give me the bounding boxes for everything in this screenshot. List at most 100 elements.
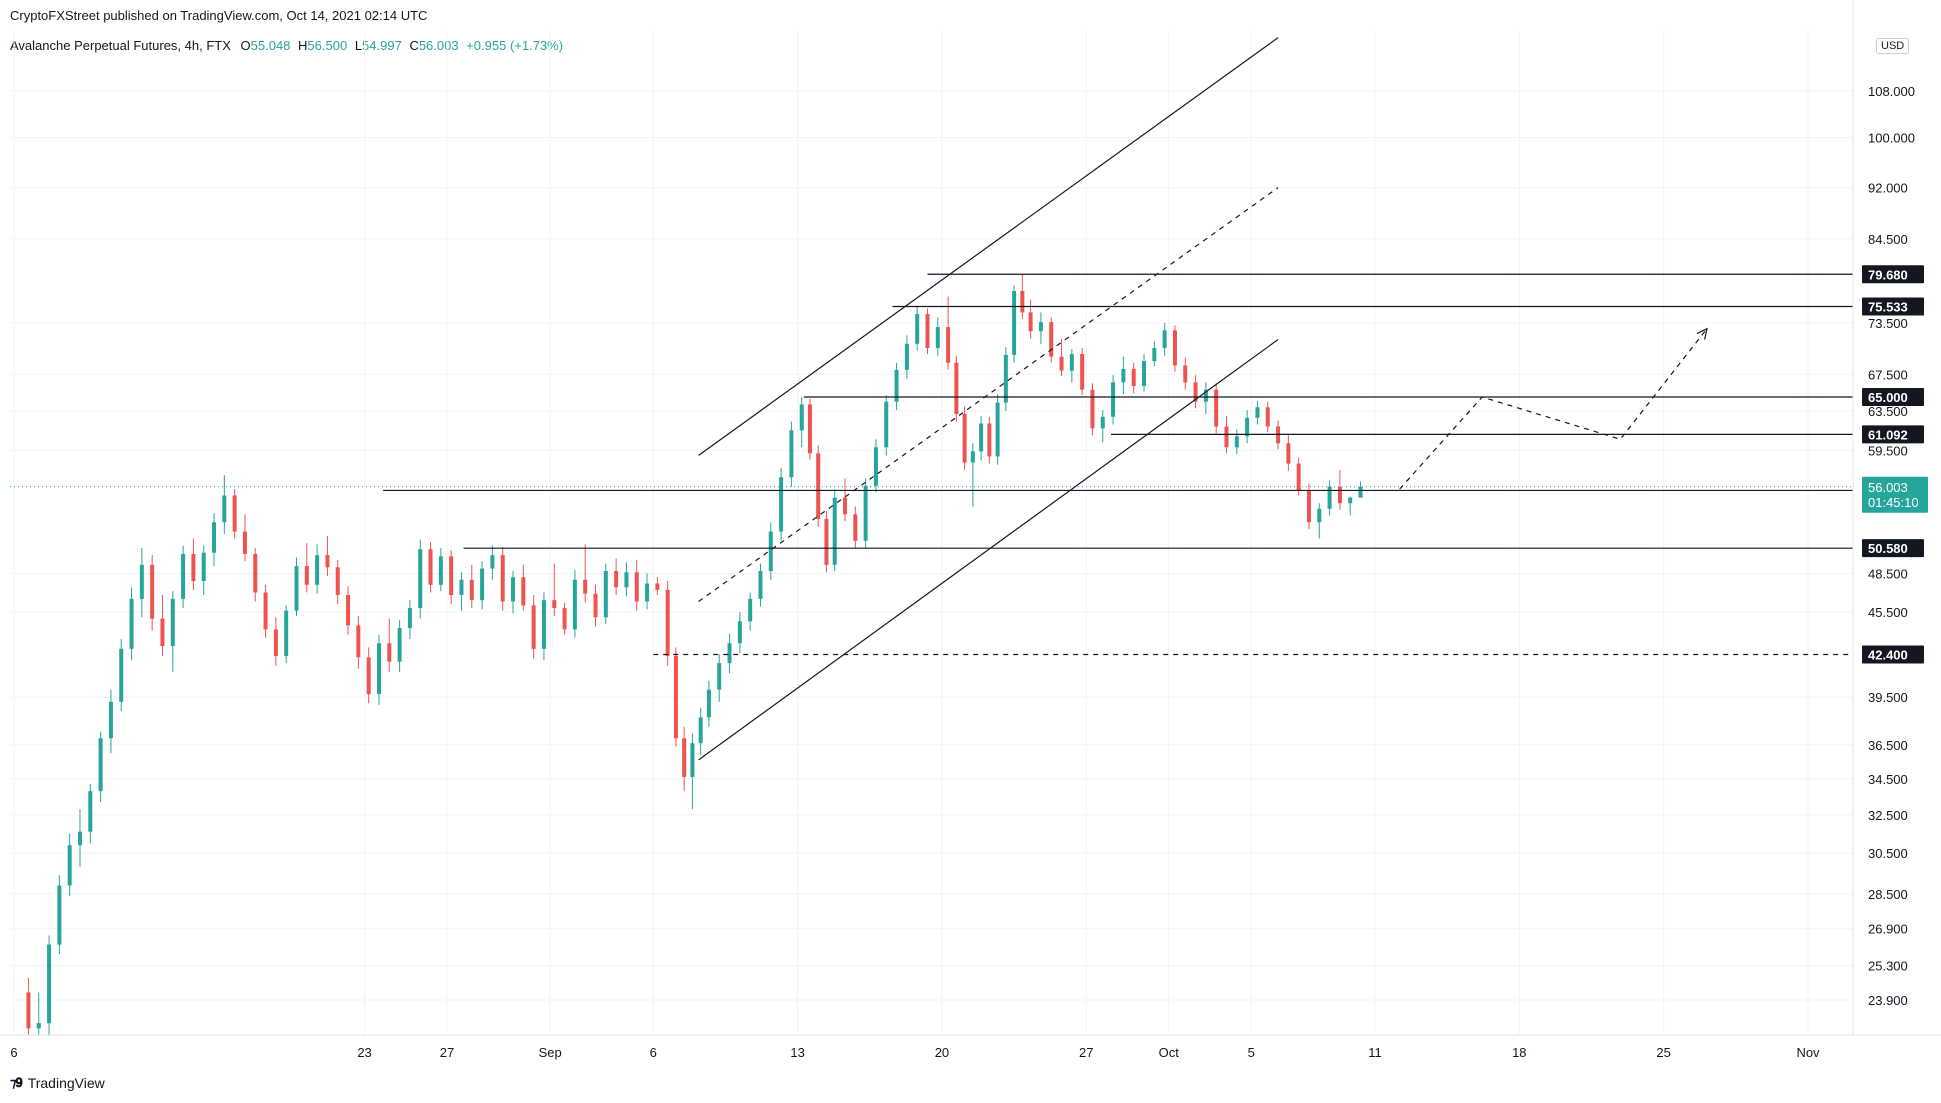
close-label: C	[409, 38, 419, 53]
candle	[583, 544, 588, 603]
candle	[181, 545, 186, 609]
level-tag-box	[1862, 645, 1924, 664]
candle	[376, 634, 381, 705]
candle-body	[222, 495, 227, 523]
candle-body	[665, 589, 670, 656]
level-tag-label: 65.000	[1868, 390, 1908, 405]
candle	[1003, 347, 1008, 412]
candle-body	[737, 621, 742, 644]
candle	[624, 562, 629, 597]
candle-body	[469, 579, 474, 601]
low-label: L	[354, 38, 363, 53]
candle-body	[242, 531, 247, 554]
candle-body	[863, 485, 868, 541]
candle-body	[807, 404, 812, 454]
candle	[428, 542, 433, 593]
candle-body	[673, 655, 678, 739]
level-tag-label: 50.580	[1868, 541, 1908, 556]
candle-body	[67, 845, 72, 886]
y-tick-label: 25.300	[1868, 959, 1908, 974]
candle-body	[1296, 463, 1301, 491]
candle-body	[1234, 436, 1239, 448]
candle-body	[843, 497, 848, 515]
candle	[366, 647, 371, 704]
candle	[541, 592, 546, 661]
candle-body	[253, 553, 258, 593]
candle	[655, 577, 660, 595]
candle-body	[768, 531, 773, 572]
candle-body	[614, 571, 619, 588]
candle-body	[150, 564, 155, 619]
candle-body	[970, 451, 975, 463]
candle	[119, 639, 124, 712]
candle	[925, 308, 930, 355]
candle	[1069, 348, 1074, 383]
candle	[521, 564, 526, 611]
candle	[843, 478, 848, 522]
candle	[634, 559, 639, 611]
candle	[1121, 356, 1126, 395]
candle	[222, 475, 227, 534]
plot-area	[10, 37, 1853, 1035]
candle	[438, 547, 443, 592]
candle-body	[397, 628, 402, 662]
candle	[1059, 338, 1064, 377]
candle	[67, 833, 72, 897]
candle-body	[88, 791, 93, 832]
candle	[1131, 362, 1136, 394]
close-value: 56.003	[418, 38, 459, 53]
projection-path	[1399, 328, 1708, 490]
candle-body	[915, 313, 920, 344]
candle-body	[1020, 291, 1025, 313]
candle-body	[1080, 354, 1085, 390]
high-label: H	[298, 38, 308, 53]
candle-body	[1265, 407, 1270, 427]
candle	[418, 539, 423, 619]
x-tick-label: Sep	[539, 1045, 562, 1060]
candle-body	[541, 600, 546, 649]
y-tick-label: 108.000	[1868, 84, 1915, 99]
candle-body	[717, 663, 722, 690]
candle-body	[1214, 389, 1219, 427]
candle-body	[315, 555, 320, 585]
candle	[1172, 325, 1177, 372]
candle	[645, 573, 650, 610]
candle-body	[366, 657, 371, 695]
candle-body	[26, 992, 31, 1029]
candle-body	[562, 608, 567, 630]
candle	[737, 611, 742, 654]
candle	[894, 362, 899, 411]
candle	[1317, 503, 1322, 539]
currency-button[interactable]: USD	[1876, 38, 1910, 54]
y-tick-label: 39.500	[1868, 690, 1908, 705]
brand-footer[interactable]: ⁊𝟗 TradingView	[10, 1075, 105, 1091]
candle	[139, 547, 144, 618]
candle-body	[1121, 368, 1126, 383]
candle	[807, 398, 812, 460]
candle-body	[119, 648, 124, 702]
symbol-legend: Avalanche Perpetual Futures, 4h, FTX O55…	[10, 38, 563, 53]
level-tag-label: 61.092	[1868, 427, 1908, 442]
open-label: O	[240, 38, 251, 53]
candle-body	[98, 738, 103, 792]
publisher-line: CryptoFXStreet published on TradingView.…	[10, 8, 428, 23]
candle	[150, 555, 155, 631]
candle	[469, 564, 474, 609]
candle-body	[139, 564, 144, 599]
level-tag-box	[1862, 388, 1924, 407]
candle-body	[1059, 356, 1064, 371]
candle	[242, 514, 247, 562]
candle-body	[894, 369, 899, 402]
candle	[26, 977, 31, 1035]
candle-body	[480, 568, 485, 601]
candle	[459, 572, 464, 611]
high-value: 56.500	[307, 38, 348, 53]
candle-body	[1255, 407, 1260, 418]
candle-body	[1337, 486, 1342, 504]
candle-body	[531, 605, 536, 649]
level-tag-box	[1862, 297, 1924, 316]
candle	[1183, 357, 1188, 390]
candle	[1214, 383, 1219, 434]
current-price-label: 56.003	[1868, 480, 1908, 495]
